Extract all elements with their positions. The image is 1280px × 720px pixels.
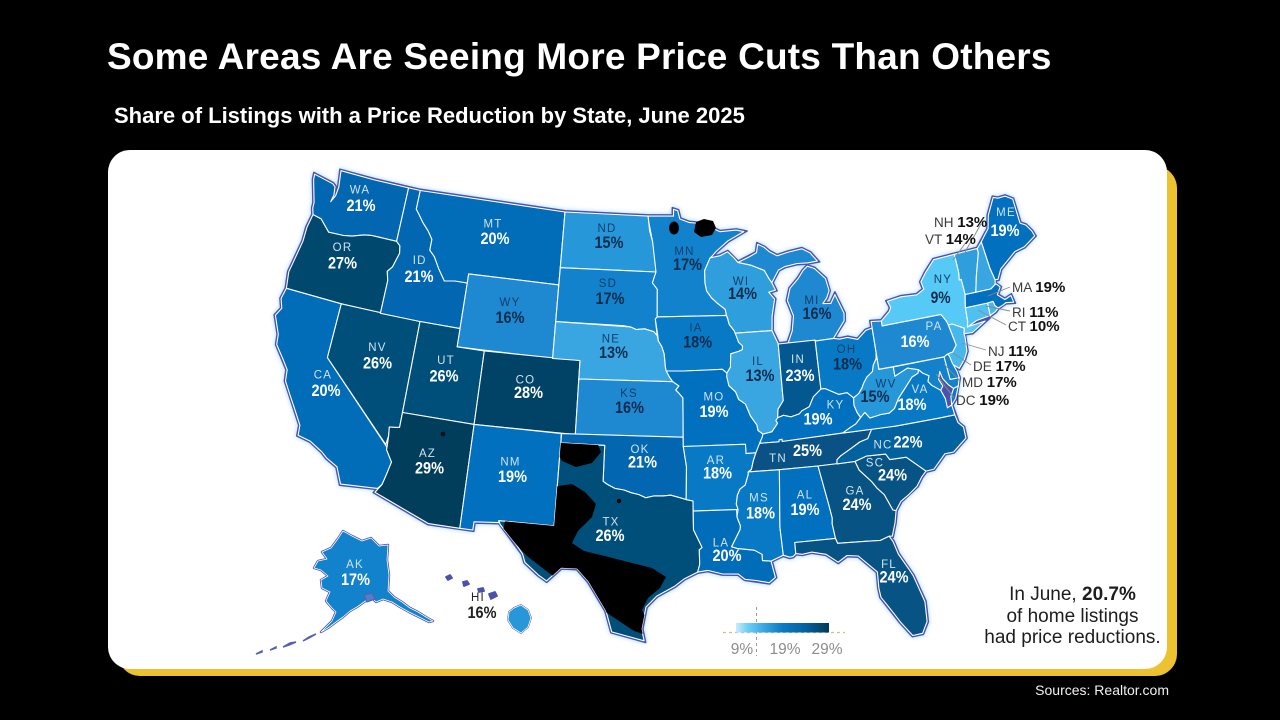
svg-text:17%: 17% <box>596 289 625 308</box>
svg-text:NE: NE <box>602 333 620 345</box>
svg-text:24%: 24% <box>880 568 909 587</box>
svg-text:KY: KY <box>827 400 845 412</box>
svg-text:15%: 15% <box>595 233 624 252</box>
svg-text:18%: 18% <box>833 355 862 374</box>
svg-text:26%: 26% <box>363 354 392 373</box>
svg-text:SD: SD <box>599 278 617 290</box>
svg-text:9%: 9% <box>931 288 951 307</box>
svg-text:IL: IL <box>752 356 764 368</box>
svg-text:KS: KS <box>620 388 638 400</box>
svg-text:NJ 11%: NJ 11% <box>988 343 1037 360</box>
svg-text:20%: 20% <box>481 229 510 248</box>
svg-text:13%: 13% <box>599 343 628 362</box>
svg-text:19%: 19% <box>991 221 1020 240</box>
svg-text:WA: WA <box>350 185 371 197</box>
svg-text:16%: 16% <box>468 603 497 622</box>
svg-text:24%: 24% <box>843 495 872 514</box>
svg-text:ME: ME <box>996 207 1016 219</box>
svg-text:AR: AR <box>707 455 725 467</box>
svg-text:DE 17%: DE 17% <box>973 358 1026 375</box>
svg-text:GA: GA <box>845 486 864 498</box>
svg-text:22%: 22% <box>894 433 923 452</box>
svg-text:TN: TN <box>769 453 787 465</box>
svg-text:FL: FL <box>881 559 897 571</box>
svg-text:RI 11%: RI 11% <box>1012 304 1058 321</box>
svg-text:CO: CO <box>516 375 536 387</box>
svg-text:14%: 14% <box>728 284 757 303</box>
svg-text:21%: 21% <box>628 453 657 472</box>
svg-text:LA: LA <box>713 538 729 550</box>
svg-text:18%: 18% <box>683 333 712 352</box>
svg-text:WV: WV <box>876 379 897 391</box>
svg-text:19%: 19% <box>804 410 833 429</box>
svg-text:18%: 18% <box>898 395 927 414</box>
svg-text:17%: 17% <box>673 255 702 274</box>
svg-text:IN: IN <box>791 354 805 366</box>
svg-text:13%: 13% <box>746 366 775 385</box>
svg-text:18%: 18% <box>746 504 775 523</box>
svg-text:NY: NY <box>934 274 952 286</box>
svg-text:26%: 26% <box>596 526 625 545</box>
svg-text:16%: 16% <box>901 332 930 351</box>
svg-text:29%: 29% <box>415 459 444 478</box>
svg-text:PA: PA <box>926 321 943 333</box>
svg-text:24%: 24% <box>878 466 907 485</box>
svg-text:18%: 18% <box>703 464 732 483</box>
svg-text:21%: 21% <box>405 267 434 286</box>
svg-text:NC: NC <box>873 440 892 452</box>
svg-text:16%: 16% <box>803 304 832 323</box>
svg-text:NH 13%: NH 13% <box>934 214 987 231</box>
svg-text:NM: NM <box>500 457 520 469</box>
svg-text:OR: OR <box>333 242 353 254</box>
svg-text:19%: 19% <box>769 641 800 658</box>
svg-text:MT: MT <box>483 218 502 230</box>
svg-text:CA: CA <box>314 370 332 382</box>
svg-text:15%: 15% <box>861 387 890 406</box>
svg-text:25%: 25% <box>793 441 822 460</box>
svg-text:WI: WI <box>733 276 749 288</box>
svg-text:UT: UT <box>437 355 455 367</box>
svg-text:HI: HI <box>471 592 485 604</box>
svg-text:17%: 17% <box>341 570 370 589</box>
svg-text:29%: 29% <box>811 641 842 658</box>
svg-text:ND: ND <box>597 223 616 235</box>
svg-text:CT 10%: CT 10% <box>1008 318 1060 335</box>
svg-text:MO: MO <box>704 391 725 403</box>
svg-text:VA: VA <box>912 384 929 396</box>
svg-text:NV: NV <box>368 342 386 354</box>
svg-text:VT 14%: VT 14% <box>925 231 976 248</box>
svg-text:AZ: AZ <box>419 448 436 460</box>
svg-text:IA: IA <box>689 323 702 335</box>
svg-text:19%: 19% <box>498 467 527 486</box>
svg-text:16%: 16% <box>615 398 644 417</box>
svg-text:23%: 23% <box>786 366 815 385</box>
svg-text:TX: TX <box>602 516 619 528</box>
svg-text:20%: 20% <box>312 381 341 400</box>
svg-text:DC 19%: DC 19% <box>956 392 1009 409</box>
svg-text:MI: MI <box>804 295 819 307</box>
svg-text:19%: 19% <box>791 500 820 519</box>
svg-text:28%: 28% <box>514 383 543 402</box>
svg-text:MA 19%: MA 19% <box>1012 279 1065 296</box>
svg-text:20%: 20% <box>713 546 742 565</box>
svg-text:19%: 19% <box>700 402 729 421</box>
svg-text:OK: OK <box>630 444 649 456</box>
svg-text:AL: AL <box>797 490 813 502</box>
svg-text:MS: MS <box>749 493 769 505</box>
svg-text:AK: AK <box>346 559 364 571</box>
svg-text:WY: WY <box>500 297 521 309</box>
svg-text:SC: SC <box>866 458 884 470</box>
svg-text:21%: 21% <box>347 196 376 215</box>
svg-text:16%: 16% <box>496 308 525 327</box>
svg-text:26%: 26% <box>430 367 459 386</box>
svg-text:MD 17%: MD 17% <box>962 374 1017 391</box>
svg-text:ID: ID <box>413 255 427 267</box>
svg-text:9%: 9% <box>731 641 754 658</box>
svg-text:MN: MN <box>674 246 694 258</box>
svg-text:27%: 27% <box>328 254 357 273</box>
svg-text:OH: OH <box>837 344 857 356</box>
